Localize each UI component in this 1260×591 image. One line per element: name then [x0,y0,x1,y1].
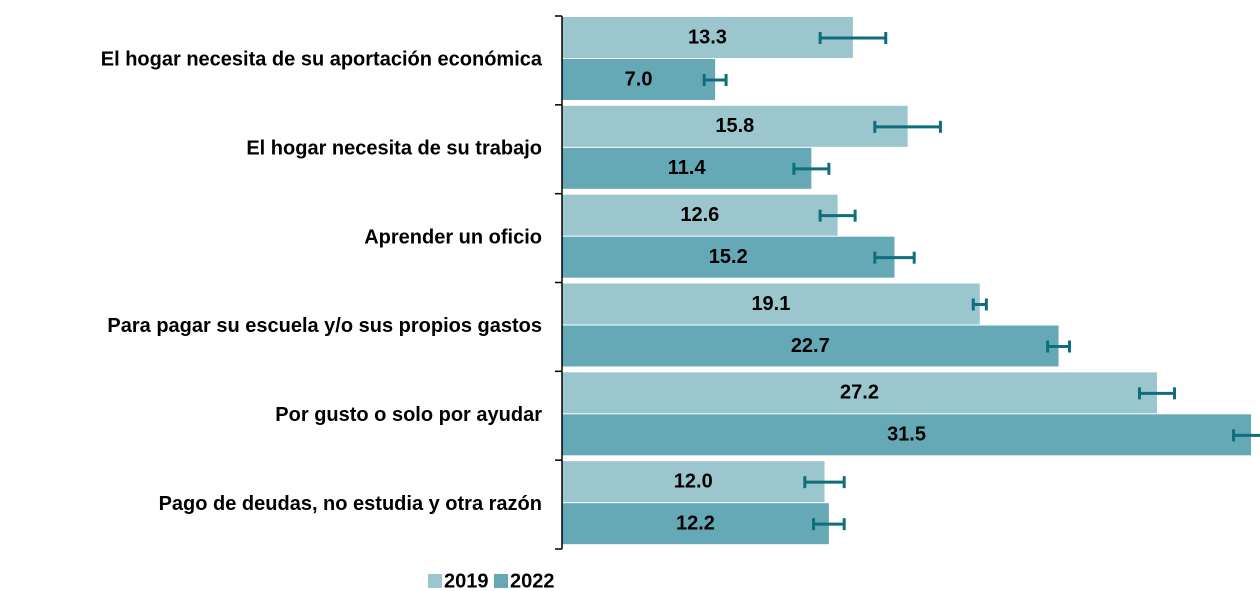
bar [562,372,1157,414]
legend-label: 2019 [444,570,489,591]
legend-label: 2022 [510,570,555,591]
error-bar [818,209,857,222]
bar [562,325,1059,367]
error-bar [818,32,888,44]
data-label: 12.0 [674,470,713,492]
bar [562,194,838,236]
bar [562,236,895,278]
data-label: 19.1 [751,293,790,315]
data-label: 13.3 [688,26,727,48]
legend-swatch [494,574,508,588]
error-bar [702,74,728,86]
data-label: 12.2 [676,512,715,534]
data-label: 12.6 [680,204,719,226]
data-label: 27.2 [840,382,879,404]
error-bar [812,518,846,531]
data-label: 15.2 [709,246,748,268]
bar [562,414,1252,456]
legend-swatch [428,574,442,588]
y-tick-label: Pago de deudas, no estudia y otra razón [159,493,542,515]
bar [562,147,812,189]
y-tick-label: Para pagar su escuela y/o sus propios ga… [107,315,542,337]
data-label: 22.7 [791,335,830,357]
y-tick-label: Por gusto o solo por ayudar [275,404,542,426]
data-label: 11.4 [668,157,707,179]
bar [562,105,908,147]
bar [562,461,825,503]
error-bar [803,476,846,489]
bar [562,503,829,545]
error-bar [1138,387,1176,400]
y-tick-label: El hogar necesita de su aportación econó… [101,49,543,71]
error-bar [792,162,831,175]
error-bar [873,120,942,133]
bar [562,59,716,100]
y-tick-label: El hogar necesita de su trabajo [246,138,542,160]
data-label: 7.0 [625,68,653,90]
error-bar [1232,429,1260,442]
error-bar [873,251,916,264]
error-bar [1046,340,1071,353]
data-label: 31.5 [887,424,926,446]
bar [562,17,853,58]
bar [562,283,980,325]
error-bar [971,298,988,311]
y-tick-label: Aprender un oficio [364,226,542,248]
data-label: 15.8 [715,115,754,137]
